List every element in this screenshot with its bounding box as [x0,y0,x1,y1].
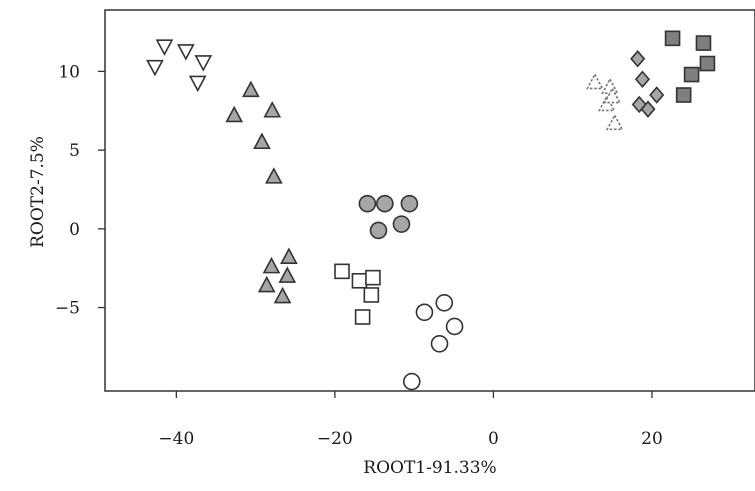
data-points [146,30,716,391]
data-point-triangle-up [257,275,276,293]
data-point-square [664,30,681,47]
data-point-triangle-up [265,167,283,184]
x-tick-label: 0 [488,429,499,449]
data-point-square [699,55,716,72]
data-point-triangle-up [605,113,624,131]
data-point-square [334,263,350,280]
data-point-triangle-up [586,72,604,90]
data-point-circle [435,294,454,312]
data-point-triangle-up [253,132,271,150]
data-point-triangle-up [597,94,616,112]
data-point-circle [358,194,377,213]
data-point-circle [445,317,464,336]
data-point-square [354,309,371,325]
data-point-triangle-up [225,105,244,123]
data-point-diamond [649,86,665,104]
data-point-triangle-down [146,59,164,77]
data-point-triangle-up [278,266,297,283]
data-point-triangle-up [603,86,622,104]
data-point-triangle-up [280,247,298,264]
data-point-diamond [640,100,656,118]
data-point-triangle-up [242,80,260,98]
data-point-triangle-down [177,44,195,61]
data-point-square [363,287,380,303]
data-point-square [675,87,692,103]
data-point-square [365,269,381,286]
data-point-circle [392,215,411,233]
data-point-triangle-down [188,75,207,93]
data-point-circle [369,221,388,240]
plot-frame [104,9,755,392]
data-point-diamond [634,70,650,88]
data-point-circle [376,194,394,213]
x-axis-ticks: −40 −20 0 20 [158,391,663,449]
y-tick-label: 0 [69,220,80,240]
x-tick-label: −20 [317,429,353,449]
data-point-circle [402,372,421,391]
data-point-triangle-up [262,256,281,274]
data-point-circle [430,334,449,353]
y-tick-label: 5 [69,141,80,161]
data-point-triangle-down [155,39,174,56]
data-point-square [683,66,700,83]
data-point-circle [400,194,419,213]
x-tick-label: 20 [641,429,663,449]
data-point-circle [415,303,434,322]
y-tick-label: −5 [55,299,80,319]
x-axis-label: ROOT1-91.33% [363,458,496,478]
data-point-square [695,35,712,51]
y-axis-ticks: 10 5 0 −5 [55,62,105,319]
data-point-triangle-down [194,55,213,72]
data-point-triangle-up [263,101,282,118]
data-point-diamond [630,50,646,68]
x-tick-label: −40 [158,429,194,449]
y-tick-label: 10 [58,62,80,82]
y-axis-label: ROOT2-7.5% [28,136,48,248]
data-point-triangle-up [273,286,292,304]
data-point-square [351,272,368,289]
